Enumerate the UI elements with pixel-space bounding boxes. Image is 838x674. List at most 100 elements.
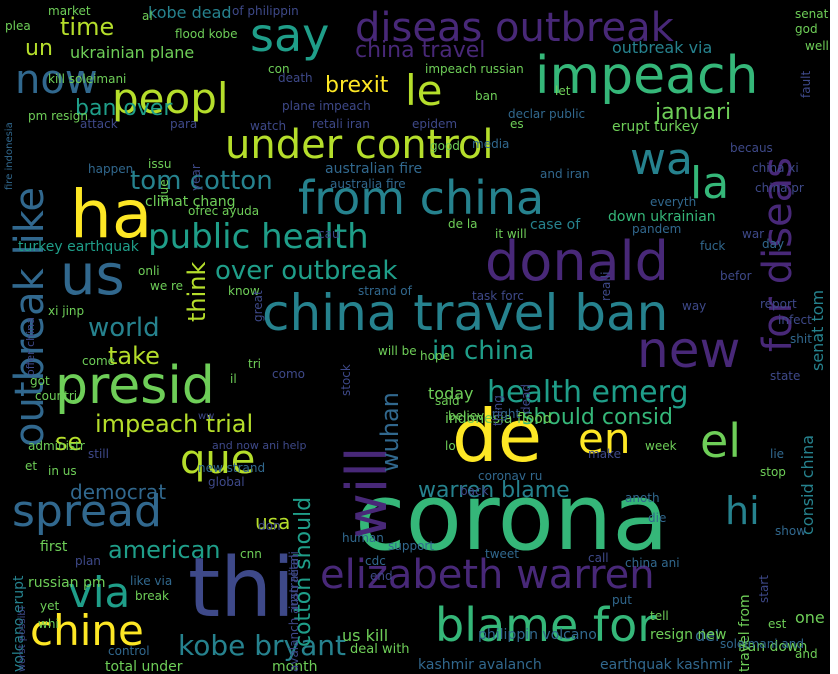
cloud-word: now (15, 57, 98, 103)
cloud-word: month (272, 659, 318, 674)
cloud-word: today (428, 384, 474, 403)
cloud-word: spread (12, 486, 162, 537)
cloud-word: consid china (798, 435, 817, 536)
cloud-word: week (645, 439, 677, 453)
cloud-word: de la (448, 217, 478, 231)
cloud-word: and (795, 647, 818, 661)
cloud-word: con (268, 62, 290, 76)
cloud-word: end (370, 569, 393, 583)
cloud-word: well (805, 39, 829, 53)
cloud-word: est (768, 617, 787, 631)
cloud-word: que (180, 437, 256, 483)
cloud-word: got (30, 374, 50, 388)
cloud-word: resign new (650, 627, 727, 643)
cloud-word: yet (40, 599, 60, 613)
cloud-word: impeach (535, 46, 759, 106)
cloud-word: wuhan (376, 392, 404, 472)
cloud-word: new strand (198, 461, 266, 475)
cloud-word: believ (448, 409, 485, 423)
cloud-word: como (272, 367, 305, 381)
cloud-word: good (430, 139, 460, 153)
cloud-word: usa (255, 510, 291, 534)
cloud-word: plea (5, 19, 31, 33)
cloud-word: cdc (365, 554, 386, 568)
cloud-word: impeach trial (95, 410, 254, 438)
cloud-word: global (208, 475, 245, 489)
cloud-word: american (108, 536, 221, 564)
cloud-word: erupt turkey (612, 119, 699, 135)
cloud-word: whi (38, 617, 59, 631)
cloud-word: media (472, 137, 510, 151)
cloud-word: total under (105, 659, 183, 674)
cloud-word: plane impeach (282, 99, 371, 113)
cloud-word: befor (720, 269, 752, 283)
cloud-word: die (648, 511, 667, 525)
cloud-word: ban (475, 89, 498, 103)
cloud-word: il (230, 372, 237, 386)
cloud-word: make (588, 447, 621, 461)
cloud-word: para (170, 117, 198, 131)
cloud-word: report (760, 297, 797, 311)
cloud-word: fire indonesia (4, 122, 15, 190)
cloud-word: hope (420, 349, 450, 363)
cloud-word: ha (70, 176, 153, 253)
cloud-word: great (251, 290, 265, 322)
cloud-word: right (492, 407, 521, 421)
cloud-word: lo (445, 439, 456, 453)
cloud-word: let (555, 84, 571, 98)
cloud-word: tri (248, 357, 261, 371)
cloud-word: will be (378, 344, 417, 358)
cloud-word: avalanch australian (287, 553, 301, 672)
cloud-word: ukrainian plane (70, 43, 195, 62)
cloud-word: infect (778, 313, 812, 327)
cloud-word: et (25, 459, 38, 473)
cloud-word: start (757, 575, 771, 603)
cloud-word: china xi (752, 161, 799, 175)
cloud-word: australian fire (325, 161, 423, 177)
cloud-word: tweet (485, 547, 519, 561)
cloud-word: pandem (632, 222, 682, 236)
cloud-word: shit (790, 332, 812, 346)
cloud-word: plan (75, 554, 101, 568)
cloud-word: senat (795, 7, 829, 21)
cloud-word: brexit (325, 73, 389, 98)
cloud-word: xi jinp (48, 304, 85, 318)
cloud-word: russian pm (28, 575, 106, 591)
cloud-word: le (405, 66, 443, 115)
cloud-word: earthquak kashmir (600, 657, 733, 673)
cloud-word: tell (650, 609, 669, 623)
cloud-word: support (388, 539, 435, 553)
cloud-word: declar public (508, 107, 586, 121)
cloud-word: kill soleimani (48, 72, 127, 86)
cloud-word: wa (630, 134, 693, 185)
cloud-word: under control (225, 122, 494, 168)
cloud-word: from china (298, 171, 545, 225)
cloud-word: task forc (472, 289, 524, 303)
cloud-word: thi (188, 541, 295, 636)
cloud-word: happen (88, 162, 134, 176)
cloud-word: god (795, 22, 818, 36)
cloud-word: cau (318, 227, 340, 241)
cloud-word: we re (150, 279, 184, 293)
cloud-word: offer china (24, 316, 37, 376)
cloud-word: first (40, 539, 68, 555)
cloud-word: kobe bryant (178, 629, 346, 662)
cloud-word: still (88, 447, 109, 461)
cloud-word: in china (432, 336, 535, 366)
cloud-word: lie (770, 447, 785, 461)
cloud-word: war (742, 227, 765, 241)
cloud-word: over outbreak (215, 256, 398, 286)
cloud-word: ofrec ayuda (188, 204, 260, 218)
cloud-word: elizabeth warren (320, 552, 655, 598)
cloud-word: senat tom (808, 290, 827, 372)
cloud-word: dead (519, 383, 533, 414)
cloud-word: fuck (700, 239, 726, 253)
cloud-word: climat chang (145, 194, 236, 210)
cloud-word: administr (28, 439, 85, 453)
cloud-word: public health (148, 217, 369, 257)
cloud-word: flood kobe (175, 27, 238, 41)
cloud-word: strand of (358, 284, 412, 298)
cloud-word: el (700, 414, 742, 468)
cloud-word: control (108, 644, 150, 658)
